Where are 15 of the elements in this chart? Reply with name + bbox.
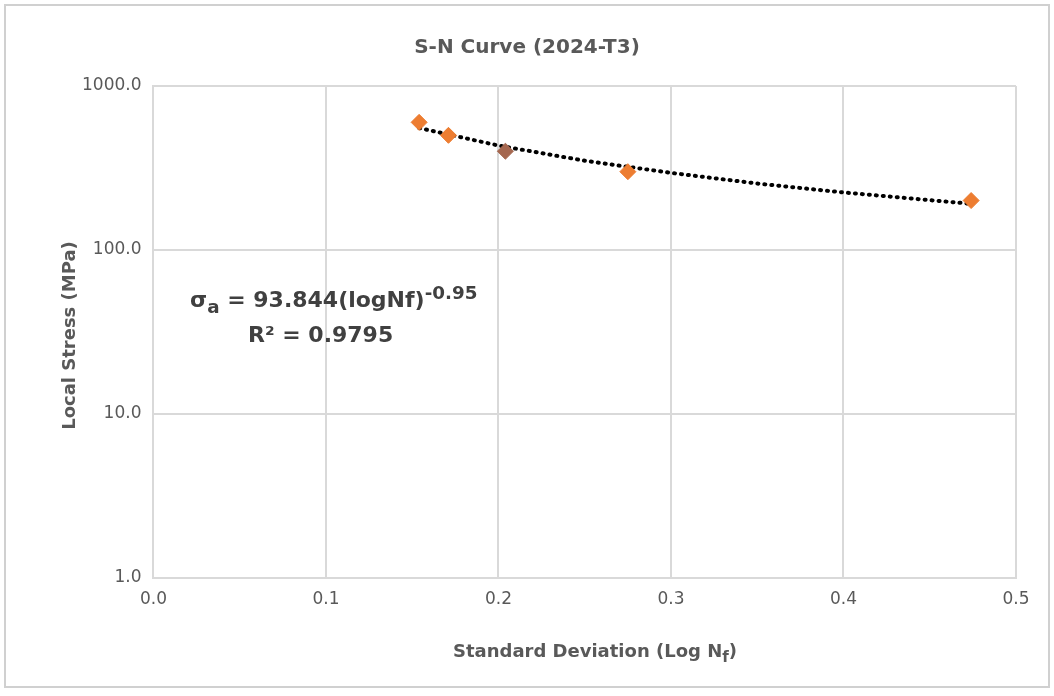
y-tick-label: 10.0 — [103, 402, 142, 423]
x-tick-label: 0.5 — [1002, 588, 1030, 609]
x-tick-label: 0.4 — [829, 588, 858, 609]
annotation: R² = 0.9795 — [248, 322, 394, 347]
x-axis-title: Standard Deviation (Log N$_{f}$) — [451, 640, 739, 666]
y-axis-title: Local Stress (MPa) — [57, 240, 79, 432]
x-tick-label: 0.0 — [139, 588, 168, 609]
x-tick-label: 0.2 — [484, 588, 513, 609]
annotation: σ$_{a}$ = 93.844(logNf)$^{-0.95}$ — [190, 282, 478, 317]
y-tick-label: 1.0 — [114, 566, 142, 587]
y-tick-label: 1000.0 — [82, 74, 142, 95]
x-tick-label: 0.3 — [657, 588, 685, 609]
x-tick-label: 0.1 — [312, 588, 340, 609]
chart-title: S-N Curve (2024-T3) — [413, 34, 641, 58]
y-tick-label: 100.0 — [92, 238, 142, 259]
